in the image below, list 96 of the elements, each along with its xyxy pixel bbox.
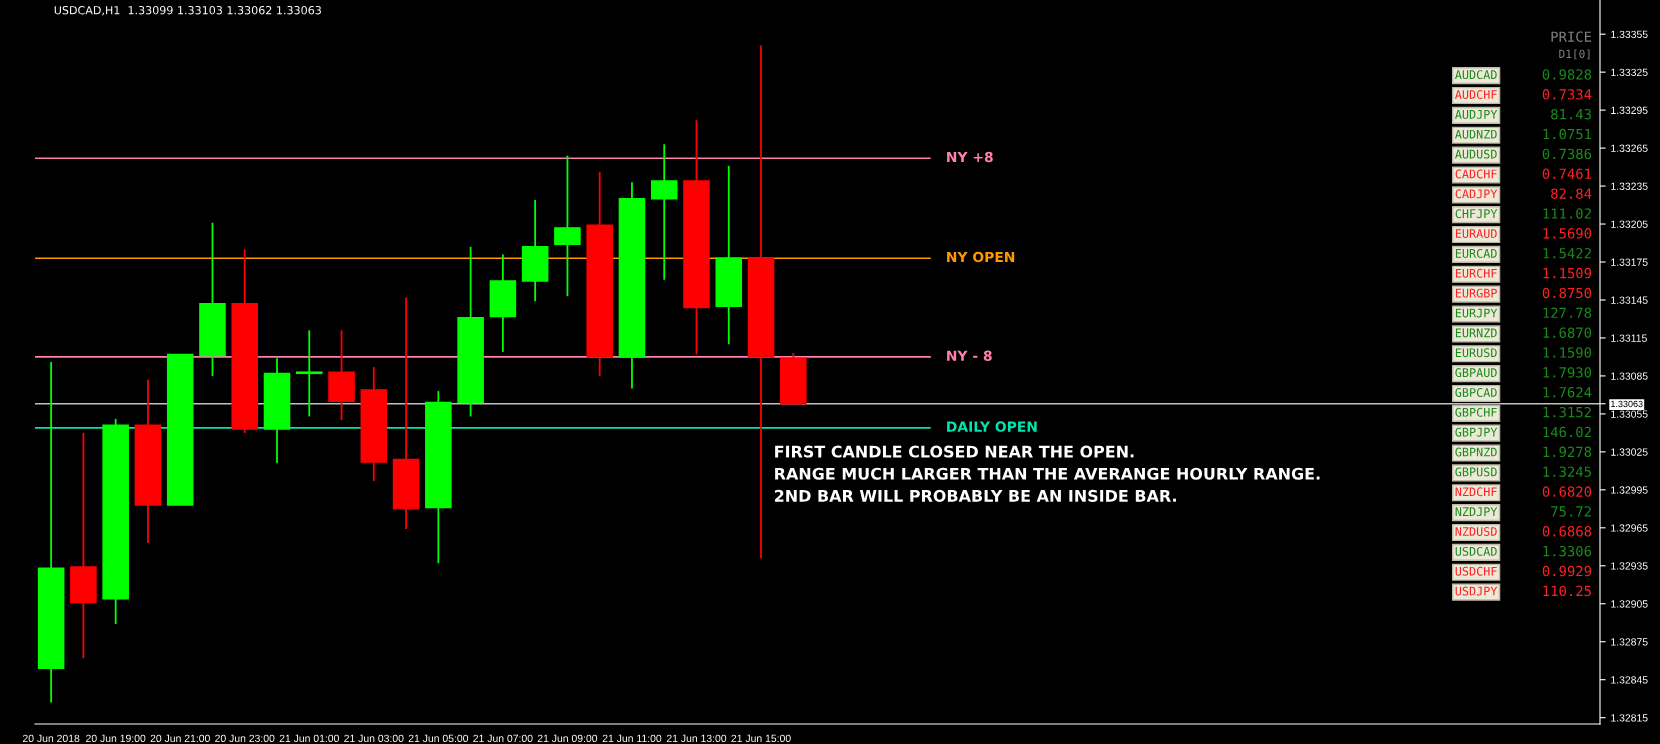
category-label: GBPJPY (1455, 427, 1498, 437)
annotation: FIRST CANDLE CLOSED NEAR THE OPEN. RANGE MUCH LARGER THAN THE AVERANGE HOURLY RANGE. 2ND BAR WILL PROBABLY BE AN INSIDE BAR. (774, 445, 1320, 502)
y-tick-label: 1.33325 (1611, 68, 1648, 77)
ref-line-label: DAILY OPEN (947, 421, 1037, 432)
x-tick-label: 21 Jun 05:00 (408, 734, 469, 743)
y-tick-label: 1.32875 (1611, 638, 1648, 646)
data-label: 0.9929 (1542, 565, 1592, 577)
y-tick-label: 1.33085 (1611, 372, 1648, 380)
x-tick-label: 20 Jun 19:00 (86, 734, 146, 743)
category-label: AUDCHF (1455, 90, 1497, 99)
data-label: 1.7624 (1543, 387, 1592, 398)
x-tick-label: 21 Jun 11:00 (602, 734, 662, 743)
data-label: 0.6820 (1542, 486, 1592, 497)
y-tick-label: 1.33145 (1611, 296, 1648, 304)
ref-line-label: NY +8 (947, 151, 993, 163)
category-label: AUDNZD (1455, 129, 1497, 139)
data-label: 1.5422 (1543, 247, 1591, 259)
data-label: 146.02 (1543, 426, 1591, 438)
category-label: NZDUSD (1455, 527, 1497, 536)
data-label: 127.78 (1543, 307, 1592, 319)
category-label: GBPAUD (1455, 368, 1497, 378)
candlestick (295, 329, 323, 418)
category-label: EURJPY (1455, 308, 1498, 318)
x-tick-label: 21 Jun 07:00 (473, 734, 533, 743)
y-tick-label: 1.33205 (1611, 220, 1648, 228)
category-label: NZDJPY (1455, 507, 1498, 517)
candlestick (554, 154, 581, 298)
category-label: AUDUSD (1455, 149, 1497, 159)
ref-line-label: NY OPEN (947, 251, 1015, 263)
y-tick-label: 1.32815 (1611, 714, 1648, 722)
y-tick-label: 1.33063 (1611, 400, 1643, 408)
y-tick-label: 1.33055 (1611, 410, 1648, 418)
y-tick-label: 1.33025 (1611, 448, 1648, 456)
category-label: AUDCAD (1455, 70, 1497, 80)
category-label: EURNZD (1455, 328, 1497, 338)
y-tick-label: 1.32905 (1611, 600, 1648, 608)
y-tick-label: 1.32995 (1611, 486, 1648, 494)
x-tick-label: 20 Jun 2018 (22, 734, 80, 743)
y-tick-label: 1.32845 (1611, 676, 1648, 684)
x-tick-label: 20 Jun 21:00 (150, 734, 210, 743)
y-tick-label: 1.33115 (1611, 334, 1647, 342)
data-label: 1.3152 (1543, 406, 1591, 418)
category-label: EURUSD (1455, 348, 1497, 358)
x-tick-label: 21 Jun 15:00 (731, 734, 791, 743)
data-label: 1.1509 (1543, 267, 1592, 279)
data-label: 82.84 (1551, 188, 1592, 199)
text: PRICE (1551, 31, 1592, 42)
category-label: GBPCHF (1455, 407, 1497, 417)
y-tick-label: 1.33295 (1611, 106, 1648, 114)
x-tick-label: 21 Jun 01:00 (279, 734, 339, 743)
data-label: 1.1590 (1543, 347, 1592, 358)
category-label: NZDCHF (1455, 487, 1497, 497)
data-label: 81.43 (1551, 108, 1591, 120)
category-label: USDJPY (1455, 586, 1498, 596)
data-label: 1.9278 (1543, 446, 1592, 458)
y-tick-label: 1.33235 (1611, 182, 1648, 190)
data-label: 75.72 (1551, 506, 1591, 517)
data-label: 0.6868 (1542, 526, 1592, 537)
x-tick-label: 20 Jun 23:00 (215, 734, 275, 743)
category-label: EURCAD (1455, 248, 1497, 258)
data-label: 1.6870 (1543, 327, 1592, 338)
category-label: CADCHF (1455, 169, 1497, 179)
data-label: 1.5690 (1543, 228, 1592, 239)
category-label: EURAUD (1455, 229, 1497, 238)
data-label: 1.3306 (1543, 545, 1592, 557)
data-label: 0.9828 (1542, 69, 1592, 80)
category-label: AUDJPY (1455, 110, 1498, 119)
category-label: GBPUSD (1455, 467, 1497, 477)
data-label: 0.7334 (1542, 89, 1592, 100)
chart-title: USDCAD,H1 1.33099 1.33103 1.33062 1.33063 (54, 5, 321, 16)
y-tick-label: 1.33355 (1611, 30, 1648, 39)
data-label: 1.7930 (1543, 367, 1592, 378)
category-label: EURGBP (1455, 288, 1497, 298)
x-tick-label: 21 Jun 03:00 (344, 734, 404, 743)
y-tick-label: 1.32935 (1611, 562, 1648, 570)
y-tick-label: 1.33265 (1611, 144, 1648, 152)
x-tick-label: 21 Jun 09:00 (537, 734, 598, 743)
category-label: EURCHF (1455, 268, 1497, 278)
category-label: USDCHF (1455, 566, 1497, 576)
category-label: GBPNZD (1455, 447, 1497, 457)
ref-line-label: NY - 8 (947, 350, 992, 361)
category-label: CADJPY (1455, 189, 1498, 199)
category-label: CHFJPY (1455, 209, 1498, 219)
data-label: 0.8750 (1542, 287, 1592, 299)
y-tick-label: 1.32965 (1611, 524, 1648, 532)
category-label: USDCAD (1455, 546, 1497, 556)
data-label: 110.25 (1543, 585, 1591, 597)
data-label: 0.7386 (1542, 148, 1592, 160)
x-tick-label: 21 Jun 13:00 (666, 734, 727, 743)
y-tick-label: 1.33175 (1611, 258, 1648, 266)
data-label: 1.3245 (1543, 466, 1591, 477)
data-label: 1.0751 (1543, 128, 1592, 140)
text: D1[0] (1559, 49, 1590, 60)
data-label: 0.7461 (1542, 168, 1592, 180)
data-label: 111.02 (1543, 208, 1591, 219)
category-label: GBPCAD (1455, 387, 1497, 397)
